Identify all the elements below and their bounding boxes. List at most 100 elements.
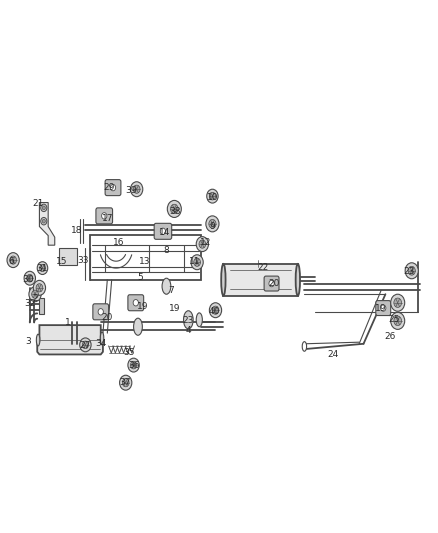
Text: 20: 20: [268, 279, 279, 288]
Circle shape: [128, 358, 139, 372]
Text: 30: 30: [23, 276, 34, 284]
Text: 20: 20: [102, 313, 113, 321]
Text: 18: 18: [71, 226, 82, 235]
Text: 38: 38: [170, 207, 181, 216]
Circle shape: [394, 316, 402, 326]
Text: 1: 1: [65, 318, 71, 327]
Text: 39: 39: [126, 186, 137, 195]
Text: 11: 11: [189, 257, 201, 265]
Text: 4: 4: [186, 326, 191, 335]
Circle shape: [196, 237, 208, 252]
Circle shape: [209, 303, 222, 318]
Text: 34: 34: [95, 340, 106, 348]
Ellipse shape: [296, 264, 300, 296]
Text: 21: 21: [33, 199, 44, 208]
Polygon shape: [37, 325, 103, 354]
Circle shape: [10, 256, 17, 264]
Circle shape: [131, 361, 137, 369]
Text: 9: 9: [209, 222, 215, 231]
Text: 22: 22: [257, 263, 268, 272]
Text: 19: 19: [137, 302, 148, 311]
Text: 40: 40: [209, 308, 220, 316]
Circle shape: [394, 298, 402, 308]
Circle shape: [391, 312, 405, 329]
Ellipse shape: [196, 313, 202, 327]
Circle shape: [191, 255, 203, 270]
Text: 8: 8: [163, 246, 170, 255]
Text: 24: 24: [327, 350, 339, 359]
Circle shape: [27, 274, 33, 282]
Circle shape: [110, 184, 116, 191]
Circle shape: [80, 338, 91, 352]
Ellipse shape: [184, 311, 193, 329]
Text: 31: 31: [36, 264, 47, 272]
Text: 5: 5: [137, 273, 143, 281]
Text: 3: 3: [25, 337, 32, 345]
FancyBboxPatch shape: [154, 223, 172, 239]
Text: 29: 29: [103, 183, 114, 192]
Circle shape: [120, 375, 132, 390]
Text: 17: 17: [102, 214, 113, 223]
Text: 26: 26: [384, 333, 396, 341]
Circle shape: [408, 266, 415, 275]
Text: 12: 12: [200, 238, 212, 247]
Circle shape: [131, 182, 143, 197]
Polygon shape: [223, 264, 298, 296]
Text: 36: 36: [128, 361, 139, 369]
FancyBboxPatch shape: [96, 208, 113, 224]
Polygon shape: [59, 248, 77, 265]
Circle shape: [133, 185, 140, 193]
Circle shape: [37, 262, 48, 274]
Circle shape: [39, 264, 46, 272]
Ellipse shape: [134, 318, 142, 335]
Circle shape: [29, 287, 41, 302]
Ellipse shape: [162, 278, 171, 294]
Circle shape: [391, 294, 405, 311]
Circle shape: [42, 220, 46, 223]
Polygon shape: [39, 203, 55, 245]
FancyBboxPatch shape: [93, 304, 109, 320]
Circle shape: [170, 204, 178, 214]
Circle shape: [405, 263, 418, 279]
FancyBboxPatch shape: [264, 276, 279, 291]
Text: 37: 37: [119, 378, 131, 387]
Text: 25: 25: [389, 316, 400, 324]
Circle shape: [122, 378, 129, 387]
Ellipse shape: [100, 332, 104, 345]
Circle shape: [206, 216, 219, 232]
FancyBboxPatch shape: [128, 295, 144, 311]
Circle shape: [41, 204, 47, 212]
Circle shape: [32, 290, 39, 298]
Text: 23: 23: [404, 268, 415, 276]
Circle shape: [207, 189, 218, 203]
Circle shape: [269, 280, 274, 287]
Ellipse shape: [302, 342, 307, 351]
Text: 15: 15: [56, 257, 67, 265]
Text: 6: 6: [8, 257, 14, 265]
FancyBboxPatch shape: [105, 180, 121, 196]
Text: 10: 10: [207, 193, 218, 201]
Text: 2: 2: [32, 294, 38, 303]
Circle shape: [98, 309, 103, 315]
Circle shape: [133, 300, 138, 306]
Circle shape: [82, 341, 88, 349]
Text: 16: 16: [113, 238, 124, 247]
Ellipse shape: [221, 264, 226, 296]
FancyBboxPatch shape: [376, 301, 391, 316]
Circle shape: [36, 284, 43, 292]
Circle shape: [381, 305, 386, 311]
Text: 23: 23: [183, 317, 194, 325]
Text: 32: 32: [24, 300, 35, 308]
Text: 14: 14: [159, 229, 170, 237]
Circle shape: [209, 192, 215, 200]
Circle shape: [102, 213, 107, 219]
Circle shape: [209, 220, 216, 228]
Ellipse shape: [36, 334, 40, 346]
Text: 7: 7: [168, 286, 174, 295]
Text: 35: 35: [124, 349, 135, 357]
Text: 33: 33: [78, 256, 89, 264]
Circle shape: [199, 240, 206, 248]
Text: 19: 19: [169, 304, 180, 312]
Circle shape: [167, 200, 181, 217]
Circle shape: [24, 271, 35, 285]
